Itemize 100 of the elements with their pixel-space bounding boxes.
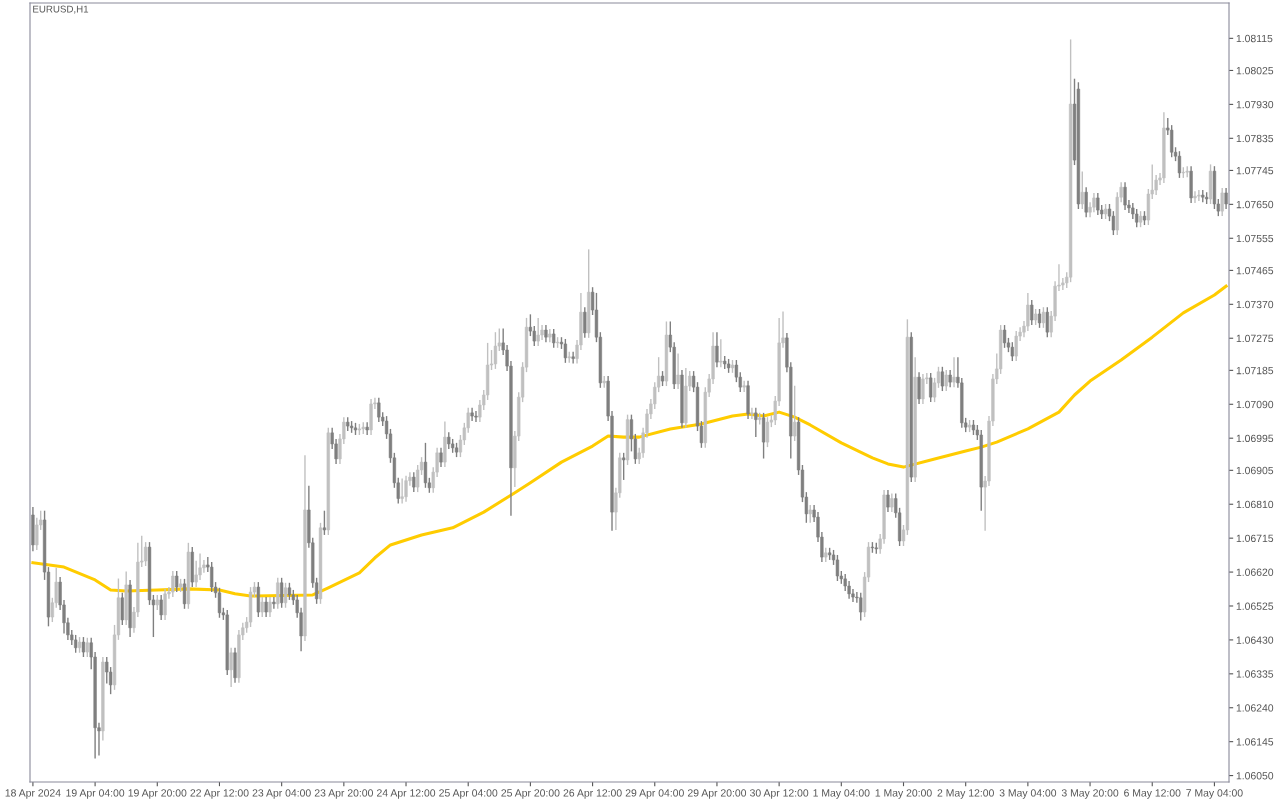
x-tick-label: 7 May 04:00: [1186, 789, 1243, 799]
y-tick-label: 1.06810: [1236, 500, 1274, 509]
candlestick: [120, 592, 124, 625]
y-tick-label: 1.07370: [1236, 300, 1274, 309]
candlestick: [859, 592, 863, 621]
candlestick: [404, 475, 408, 502]
candlestick: [622, 452, 626, 480]
candlestick: [283, 582, 288, 608]
y-tick-label: 1.06905: [1236, 466, 1274, 475]
candlestick: [886, 489, 890, 513]
candlestick: [260, 597, 264, 618]
candlestick: [1084, 187, 1088, 218]
candlestick: [171, 571, 175, 598]
candlestick: [676, 353, 680, 389]
candlestick: [536, 317, 540, 347]
candlestick: [175, 571, 179, 593]
candlestick: [571, 351, 575, 364]
candlestick: [280, 577, 284, 608]
candlestick: [163, 588, 167, 620]
candlestick: [81, 637, 86, 658]
y-tick-label: 1.07275: [1236, 334, 1274, 343]
x-tick-label: 1 May 04:00: [813, 789, 870, 799]
candlestick: [272, 597, 276, 609]
y-tick-label: 1.07650: [1236, 200, 1274, 209]
candlestick: [268, 597, 272, 618]
candlestick: [742, 380, 746, 393]
y-tick-label: 1.07930: [1236, 100, 1274, 109]
x-tick-label: 6 May 12:00: [1124, 789, 1181, 799]
candlestick: [143, 542, 148, 566]
y-tick-label: 1.06430: [1236, 636, 1274, 644]
candlestick: [264, 597, 268, 618]
x-tick-label: 2 May 12:00: [937, 789, 994, 799]
candlestick: [719, 339, 723, 368]
candlestick: [940, 366, 945, 392]
candlestick: [921, 373, 925, 404]
candlestick: [365, 422, 369, 435]
candlestick: [548, 328, 552, 343]
y-tick-label: 1.08025: [1236, 66, 1274, 75]
candlestick: [276, 577, 280, 609]
y-tick-label: 1.06620: [1236, 568, 1274, 576]
x-tick-label: 25 Apr 20:00: [501, 789, 560, 799]
y-tick-label: 1.08115: [1236, 34, 1273, 43]
candlestick: [412, 472, 416, 493]
candlestick: [1030, 300, 1034, 326]
candlestick: [229, 647, 233, 688]
x-tick-label: 19 Apr 04:00: [66, 789, 125, 799]
candlestick: [1123, 182, 1127, 211]
y-tick-label: 1.06715: [1236, 534, 1274, 543]
y-tick-label: 1.06050: [1236, 772, 1274, 780]
chart-title: EURUSD,H1: [33, 5, 89, 14]
candlestick: [377, 397, 381, 423]
candlestick: [1002, 325, 1007, 348]
y-tick-label: 1.06240: [1236, 704, 1274, 712]
candlestick: [1045, 307, 1049, 338]
x-tick-label: 22 Apr 12:00: [190, 789, 249, 799]
x-tick-label: 23 Apr 04:00: [252, 789, 311, 799]
candlestick: [1193, 191, 1197, 203]
candlestick: [765, 417, 770, 448]
y-tick-label: 1.07090: [1236, 400, 1274, 409]
candlestick: [159, 594, 163, 620]
candlestick: [583, 307, 587, 338]
candlestick: [1197, 190, 1201, 202]
candlestick: [493, 332, 498, 369]
candlestick: [1170, 125, 1174, 158]
x-tick-label: 29 Apr 20:00: [687, 789, 747, 799]
candlestick: [400, 478, 404, 504]
y-tick-label: 1.07835: [1236, 134, 1274, 143]
y-tick-label: 1.06525: [1236, 602, 1274, 610]
y-tick-label: 1.06995: [1236, 434, 1274, 443]
candlestick: [322, 510, 327, 535]
candlestick: [1220, 187, 1224, 217]
candlestick: [944, 370, 948, 392]
candlestick: [470, 407, 474, 422]
candlestick: [793, 385, 797, 442]
x-tick-label: 3 May 04:00: [999, 789, 1057, 799]
candlestick: [715, 332, 719, 368]
candlestick: [1177, 151, 1182, 178]
x-tick-label: 19 Apr 20:00: [128, 789, 187, 799]
candlestick: [917, 372, 921, 404]
candlestick: [1041, 307, 1046, 328]
candlestick: [754, 407, 758, 438]
candlestick: [835, 554, 840, 581]
y-tick-label: 1.07745: [1236, 166, 1274, 175]
candlestick: [750, 407, 754, 419]
y-tick-label: 1.07185: [1236, 366, 1274, 375]
candlestick: [1080, 171, 1084, 209]
y-tick-label: 1.06145: [1236, 738, 1274, 746]
candlestick: [423, 442, 428, 488]
x-tick-label: 3 May 20:00: [1061, 789, 1119, 799]
y-tick-label: 1.06335: [1236, 670, 1274, 678]
candlestick: [1096, 192, 1100, 216]
candlestick: [952, 357, 956, 388]
x-tick-label: 24 Apr 12:00: [377, 789, 436, 799]
x-tick-label: 18 Apr 2024: [5, 789, 61, 799]
x-tick-label: 23 Apr 20:00: [314, 789, 373, 799]
candlestick: [474, 411, 478, 423]
y-tick-label: 1.07555: [1236, 234, 1274, 243]
y-tick-label: 1.07465: [1236, 266, 1274, 275]
candlestick: [182, 578, 187, 609]
x-tick-label: 1 May 20:00: [875, 789, 932, 799]
